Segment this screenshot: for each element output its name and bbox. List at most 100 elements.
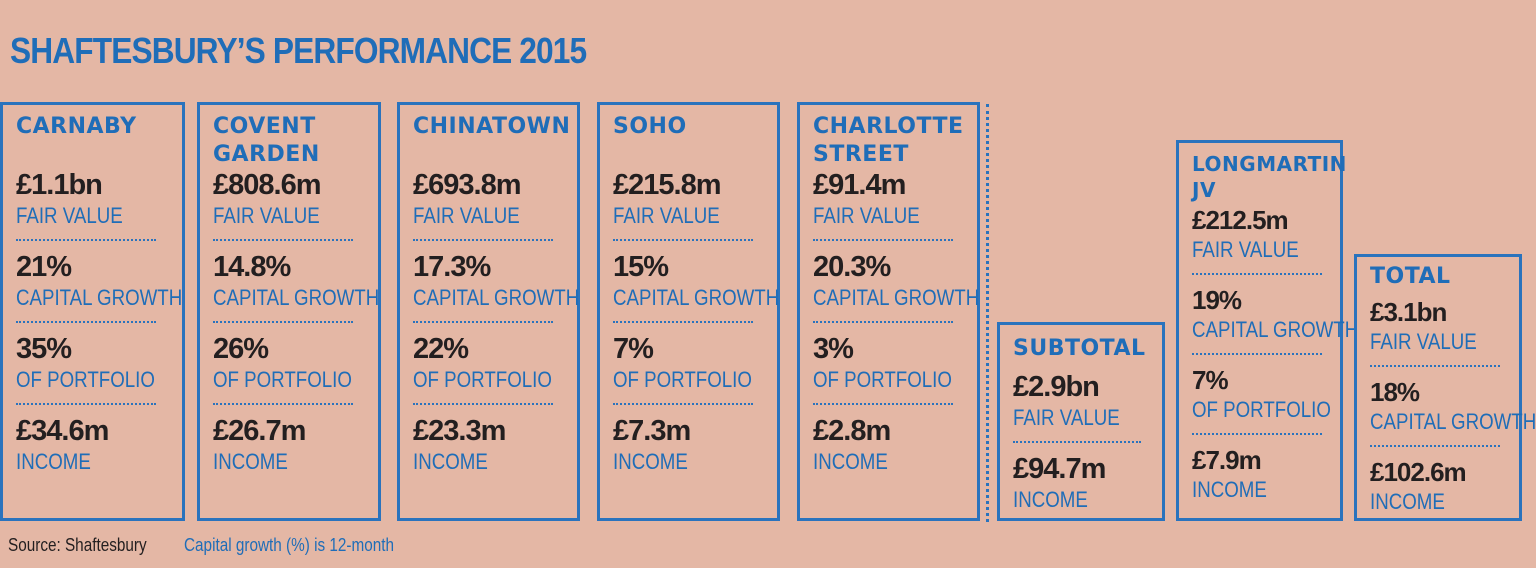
area-name-line: SOHO	[613, 114, 687, 139]
metric-fair-value: £1.1bn FAIR VALUE	[16, 169, 156, 241]
metric-value: 7%	[613, 333, 654, 365]
area-name-line: COVENT	[213, 114, 316, 139]
metric-value: £212.5m	[1192, 205, 1289, 235]
metric-label: OF PORTFOLIO	[16, 367, 155, 392]
metric-value: £693.8m	[413, 169, 522, 201]
metric-label: FAIR VALUE	[413, 203, 520, 228]
metric-label: INCOME	[213, 449, 288, 474]
metric-capital-growth: 21% CAPITAL GROWTH	[16, 251, 183, 323]
metric-value: £34.6m	[16, 415, 109, 447]
metric-label: CAPITAL GROWTH	[1192, 317, 1359, 342]
metric-income: £7.3m INCOME	[613, 415, 767, 485]
metric-label: FAIR VALUE	[16, 203, 123, 228]
source-note: Source: Shaftesbury	[8, 535, 147, 555]
page-title: SHAFTESBURY’S PERFORMANCE 2015	[10, 30, 587, 71]
metric-value: 19%	[1192, 285, 1242, 315]
area-box-chinatown: CHINATOWN £693.8m FAIR VALUE 17.3% CAPITAL…	[397, 102, 580, 521]
metric-portfolio: 7% OF PORTFOLIO	[613, 333, 753, 405]
metric-value: £2.9bn	[1013, 371, 1100, 403]
area-name: SOHO	[613, 113, 767, 169]
metric-label: INCOME	[16, 449, 91, 474]
area-name: CHINATOWN	[413, 113, 571, 169]
metric-label: OF PORTFOLIO	[1192, 397, 1331, 422]
metric-portfolio: 7% OF PORTFOLIO	[1192, 365, 1331, 435]
metric-fair-value: £808.6m FAIR VALUE	[213, 169, 353, 241]
area-name: CHARLOTTE STREET	[813, 113, 967, 169]
metric-label: FAIR VALUE	[213, 203, 320, 228]
metric-label: CAPITAL GROWTH	[813, 285, 980, 310]
metric-value: £2.8m	[813, 415, 891, 447]
metric-capital-growth: 19% CAPITAL GROWTH	[1192, 285, 1359, 355]
metric-value: £1.1bn	[16, 169, 103, 201]
metric-capital-growth: 17.3% CAPITAL GROWTH	[413, 251, 580, 323]
area-name: CARNABY	[16, 113, 172, 169]
metric-value: £94.7m	[1013, 453, 1106, 485]
metric-capital-growth: 15% CAPITAL GROWTH	[613, 251, 780, 323]
metric-label: OF PORTFOLIO	[613, 367, 752, 392]
metric-label: OF PORTFOLIO	[813, 367, 952, 392]
metric-value: 21%	[16, 251, 72, 283]
metric-portfolio: 22% OF PORTFOLIO	[413, 333, 553, 405]
metric-value: £215.8m	[613, 169, 722, 201]
metric-label: INCOME	[1013, 487, 1088, 512]
metric-capital-growth: 14.8% CAPITAL GROWTH	[213, 251, 380, 323]
metric-income: £102.6m INCOME	[1370, 457, 1509, 525]
metric-income: £23.3m INCOME	[413, 415, 567, 485]
metric-value: 15%	[613, 251, 669, 283]
metric-value: £7.9m	[1192, 445, 1262, 475]
metric-income: £26.7m INCOME	[213, 415, 368, 485]
metric-label: INCOME	[813, 449, 888, 474]
area-name-line: JV	[1192, 178, 1216, 202]
metric-label: INCOME	[1192, 477, 1267, 502]
metric-capital-growth: 20.3% CAPITAL GROWTH	[813, 251, 980, 323]
metric-label: OF PORTFOLIO	[413, 367, 552, 392]
metric-label: INCOME	[613, 449, 688, 474]
area-box-carnaby: CARNABY £1.1bn FAIR VALUE 21% CAPITAL GROW…	[0, 102, 185, 521]
metric-label: FAIR VALUE	[1370, 329, 1477, 354]
metric-value: £91.4m	[813, 169, 906, 201]
subtotal-box: SUBTOTAL £2.9bn FAIR VALUE £94.7m INCOME	[997, 322, 1165, 521]
metric-label: FAIR VALUE	[813, 203, 920, 228]
total-box: TOTAL £3.1bn FAIR VALUE 18% CAPITAL GROWTH…	[1354, 254, 1536, 521]
metric-label: CAPITAL GROWTH	[213, 285, 380, 310]
dotted-divider	[986, 104, 989, 522]
metric-label: CAPITAL GROWTH	[1370, 409, 1536, 434]
metric-label: CAPITAL GROWTH	[413, 285, 580, 310]
metric-value: 17.3%	[413, 251, 491, 283]
metric-value: £808.6m	[213, 169, 322, 201]
metric-income: £34.6m INCOME	[16, 415, 172, 485]
metric-value: 22%	[413, 333, 469, 365]
area-box-charlotte-street: CHARLOTTE STREET £91.4m FAIR VALUE 20.3% CA…	[797, 102, 980, 521]
area-name-line: GARDEN	[213, 142, 320, 167]
metric-value: £26.7m	[213, 415, 306, 447]
metric-capital-growth: 18% CAPITAL GROWTH	[1370, 377, 1536, 447]
metric-label: CAPITAL GROWTH	[613, 285, 780, 310]
area-name: COVENT GARDEN	[213, 113, 368, 169]
metric-label: OF PORTFOLIO	[213, 367, 352, 392]
metric-fair-value: £215.8m FAIR VALUE	[613, 169, 753, 241]
metric-value: £3.1bn	[1370, 297, 1447, 327]
metric-value: 14.8%	[213, 251, 291, 283]
metric-income: £2.8m INCOME	[813, 415, 967, 485]
metric-label: FAIR VALUE	[1013, 405, 1120, 430]
area-box-soho: SOHO £215.8m FAIR VALUE 15% CAPITAL GROWTH…	[597, 102, 780, 521]
subtotal-name: SUBTOTAL	[1013, 336, 1146, 361]
metric-label: FAIR VALUE	[613, 203, 720, 228]
area-name-line: CHARLOTTE	[813, 114, 964, 139]
metric-value: 7%	[1192, 365, 1229, 395]
area-name-line: STREET	[813, 142, 909, 167]
metric-portfolio: 35% OF PORTFOLIO	[16, 333, 156, 405]
metric-label: INCOME	[413, 449, 488, 474]
longmartin-box: LONGMARTIN JV £212.5m FAIR VALUE 19% CAPITA…	[1176, 140, 1359, 521]
area-name-line: CHINATOWN	[413, 114, 571, 139]
metric-value: £23.3m	[413, 415, 506, 447]
metric-fair-value: £3.1bn FAIR VALUE	[1370, 297, 1500, 367]
metric-portfolio: 3% OF PORTFOLIO	[813, 333, 953, 405]
metric-income: £7.9m INCOME	[1192, 445, 1330, 513]
metric-label: CAPITAL GROWTH	[16, 285, 183, 310]
area-name-line: LONGMARTIN	[1192, 152, 1347, 176]
metric-value: 18%	[1370, 377, 1420, 407]
metric-fair-value: £91.4m FAIR VALUE	[813, 169, 953, 241]
metric-fair-value: £212.5m FAIR VALUE	[1192, 205, 1322, 275]
metric-label: FAIR VALUE	[1192, 237, 1299, 262]
